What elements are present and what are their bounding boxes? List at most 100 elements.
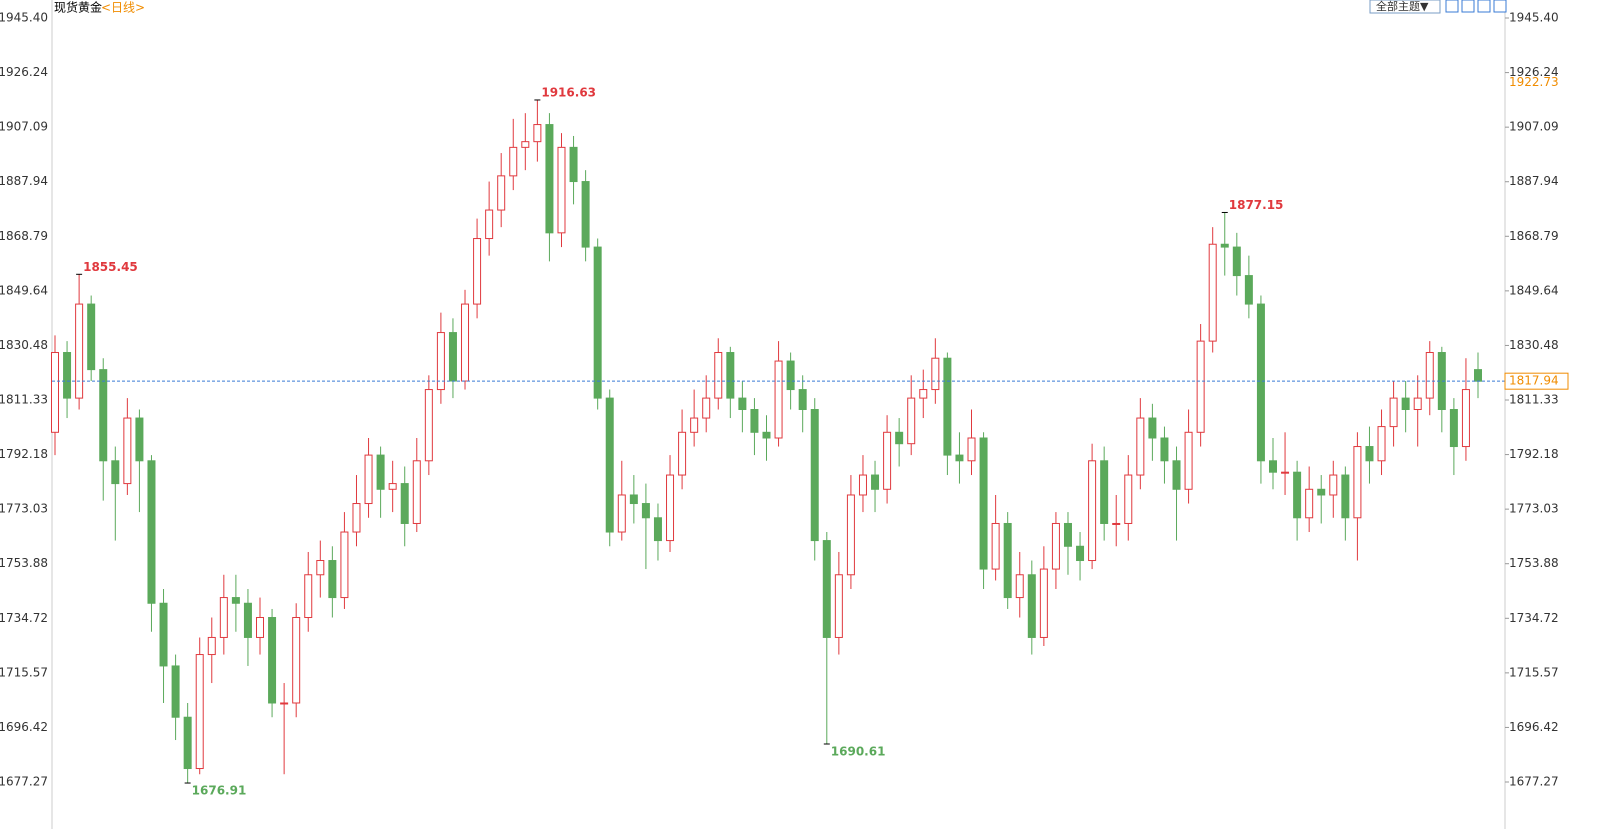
- last-price-label: 1817.94: [1509, 374, 1559, 388]
- candle-body: [304, 574, 313, 619]
- y2-tick-label: 1753.88: [1509, 556, 1559, 570]
- candle-body: [871, 474, 880, 490]
- candle-body: [1160, 437, 1169, 462]
- tool-icon[interactable]: [1493, 0, 1507, 13]
- candle-body: [1401, 397, 1410, 411]
- candle-body: [714, 352, 723, 399]
- tool-icon[interactable]: [1461, 0, 1475, 13]
- candle-body: [907, 397, 916, 445]
- theme-button[interactable]: [1369, 0, 1441, 14]
- candle-body: [280, 702, 289, 705]
- candle-body: [1281, 471, 1290, 474]
- candle-body: [738, 397, 747, 411]
- candle-body: [581, 181, 590, 248]
- candle-body: [1293, 471, 1302, 519]
- tool-icon[interactable]: [1445, 0, 1459, 13]
- annotation-label: 1855.45: [83, 260, 138, 274]
- candle-body: [919, 389, 928, 399]
- candle-body: [316, 560, 325, 576]
- y-tick-label: 1792.18: [0, 447, 48, 461]
- y2-tick-label: 1887.94: [1509, 174, 1559, 188]
- candle-body: [593, 246, 602, 399]
- chart-title: 现货黄金: [54, 0, 102, 15]
- y-tick-label: 1926.24: [0, 65, 48, 79]
- y2-tick-label: 1830.48: [1509, 338, 1559, 352]
- candle-body: [798, 389, 807, 411]
- y2-tick-label: 1715.57: [1509, 665, 1559, 679]
- candle-body: [195, 654, 204, 770]
- y-tick-label: 1715.57: [0, 665, 48, 679]
- marker-label: 1922.73: [1509, 75, 1559, 89]
- y2-tick-label: 1849.64: [1509, 283, 1559, 297]
- y2-tick-label: 1926.24: [1509, 65, 1559, 79]
- candle-body: [111, 460, 120, 485]
- candle-body: [243, 602, 252, 638]
- candle-body: [810, 409, 819, 542]
- candle-body: [1003, 522, 1012, 599]
- candle-body: [1353, 446, 1362, 519]
- candle-body: [545, 124, 554, 234]
- candle-body: [521, 141, 530, 148]
- y-tick-label: 1945.40: [0, 11, 48, 25]
- candle-body: [1136, 417, 1145, 476]
- candle-body: [51, 352, 59, 433]
- candle-body: [1027, 574, 1036, 638]
- candle-body: [461, 303, 470, 382]
- candle-body: [1063, 522, 1072, 547]
- toolbar: 全部主题▼: [1369, 0, 1507, 14]
- candle-body: [1051, 522, 1060, 570]
- candle-body: [690, 417, 699, 433]
- candle-body: [1461, 389, 1470, 448]
- candle-body: [846, 494, 855, 576]
- candle-body: [1341, 474, 1350, 519]
- candle-body: [1365, 446, 1374, 462]
- candle-body: [509, 146, 518, 177]
- y2-tick-label: 1792.18: [1509, 447, 1559, 461]
- candle-body: [557, 146, 566, 234]
- candle-body: [895, 431, 904, 445]
- candle-body: [424, 389, 433, 462]
- y2-tick-label: 1677.27: [1509, 775, 1559, 789]
- candle-body: [605, 397, 614, 533]
- candle-body: [617, 494, 626, 533]
- candle-body: [207, 636, 216, 656]
- candle-body: [883, 431, 892, 490]
- candle-body: [1076, 545, 1085, 562]
- tool-icon[interactable]: [1477, 0, 1491, 13]
- chart-subtitle: <日线>: [101, 1, 145, 15]
- candle-body: [750, 409, 759, 433]
- candle-body: [1377, 426, 1386, 462]
- candle-body: [1172, 460, 1181, 490]
- annotation-label: 1877.15: [1229, 198, 1284, 212]
- y2-tick-label: 1773.03: [1509, 502, 1559, 516]
- theme-button-label[interactable]: 全部主题▼: [1376, 0, 1429, 13]
- candle-body: [1220, 243, 1229, 248]
- candle-body: [485, 209, 494, 240]
- candle-body: [569, 146, 578, 183]
- candle-body: [943, 357, 952, 456]
- candle-body: [1474, 369, 1482, 382]
- candle-body: [448, 332, 457, 382]
- y-tick-label: 1849.64: [0, 283, 48, 297]
- candle-body: [1449, 409, 1458, 448]
- candle-body: [171, 665, 180, 718]
- candle-body: [955, 454, 964, 462]
- annotation-label: 1690.61: [831, 744, 886, 758]
- candle-body: [1039, 568, 1048, 638]
- candle-body: [328, 560, 337, 599]
- candle-body: [147, 460, 156, 604]
- candle-body: [1232, 246, 1241, 277]
- candle-body: [1425, 352, 1434, 399]
- candle-body: [183, 716, 192, 770]
- candle-body: [256, 617, 265, 638]
- candle-body: [1124, 474, 1133, 524]
- candle-body: [292, 617, 301, 704]
- y-tick-label: 1696.42: [0, 720, 48, 734]
- candle-body: [726, 352, 735, 399]
- candle-body: [159, 602, 168, 667]
- candle-body: [364, 454, 373, 505]
- candle-body: [1100, 460, 1109, 524]
- y-tick-label: 1868.79: [0, 229, 48, 243]
- candle-body: [1329, 474, 1338, 496]
